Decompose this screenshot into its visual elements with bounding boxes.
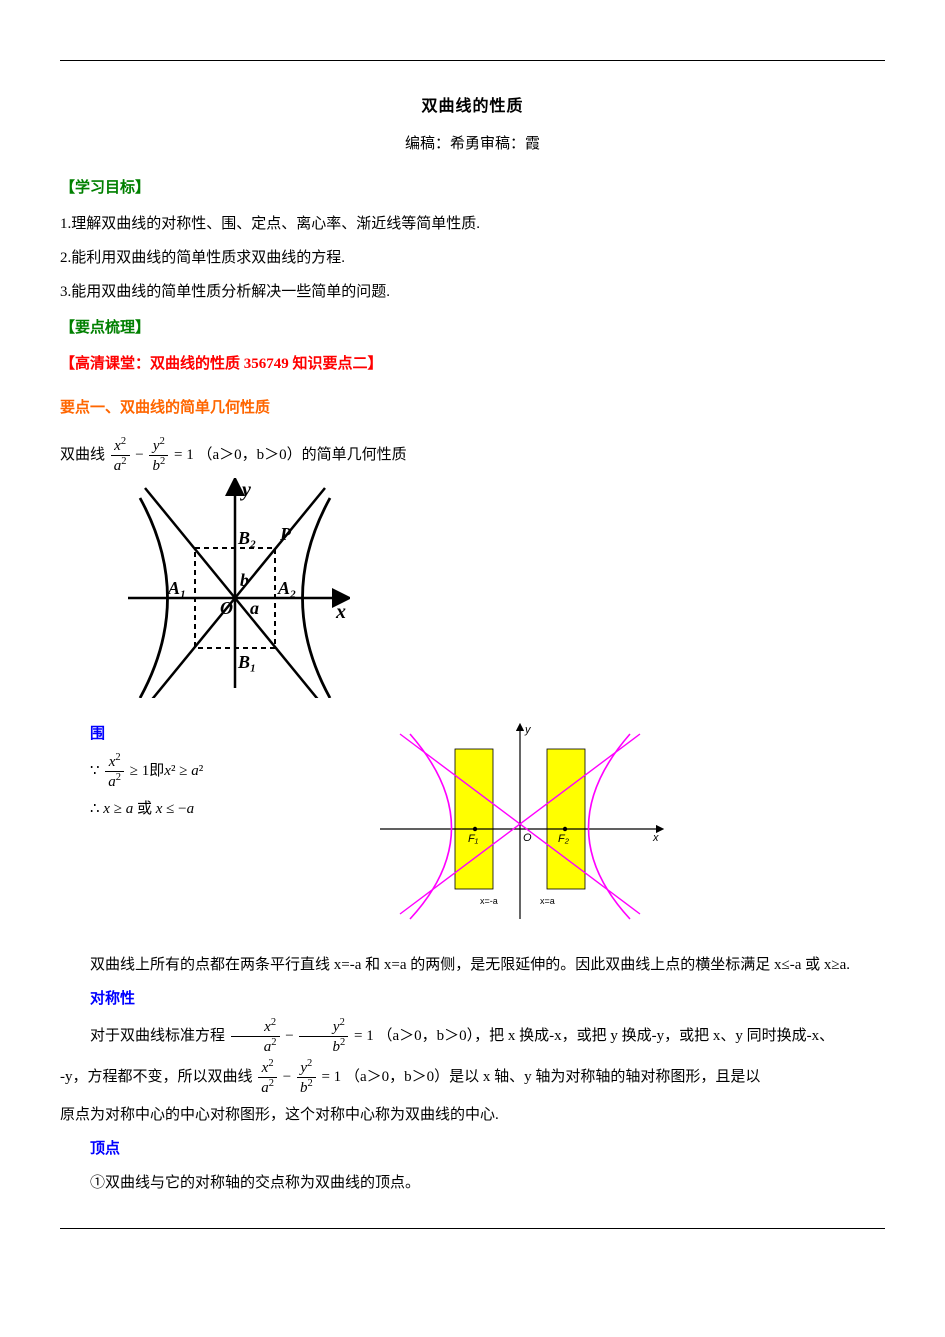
wei-mid: ≥ 1即 [130,763,164,779]
dc1-suffix: （a＞0，b＞0），把 x 换成-x，或把 y 换成-y，或把 x、y 同时换成… [377,1028,834,1044]
label-B1: B₁ [237,652,256,672]
dingdian-para: ①双曲线与它的对称轴的交点称为双曲线的顶点。 [60,1168,885,1198]
d2-label-xneg: x=-a [480,896,498,906]
doc-authors: 编稿：希勇审稿：霞 [60,129,885,159]
d2-label-O: O [523,832,532,844]
objective-3: 3.能用双曲线的简单性质分析解决一些简单的问题. [60,277,885,307]
duichen-para-1: 对于双曲线标准方程 x2a2 − y2b2 = 1 （a＞0，b＞0），把 x … [60,1018,885,1055]
equation-intro: 双曲线 x2a2 − y2b2 = 1 （a＞0，b＞0）的简单几何性质 [60,437,885,474]
wei-sq: ² ≥ a² [171,763,203,779]
wei-header: 围 [90,719,310,749]
hyperbola-equation: x2a2 − y2b2 = 1 [109,447,198,463]
d2-label-F2: F₂ [558,833,570,845]
d2-label-F1: F₁ [468,833,479,845]
wei-paragraph: 双曲线上所有的点都在两条平行直线 x=-a 和 x=a 的两侧，是无限延伸的。因… [60,950,885,980]
label-B2: B₂ [237,528,256,548]
keypoints-header: 【要点梳理】 [60,313,885,343]
hyperbola-diagram-2: y x O F₁ F₂ x=-a x=a [370,719,670,940]
objective-2: 2.能利用双曲线的简单性质求双曲线的方程. [60,243,885,273]
dc1-prefix: 对于双曲线标准方程 [90,1028,225,1044]
highdef-header: 【高清课堂：双曲线的性质 356749 知识要点二】 [60,349,885,379]
label-A1: A₁ [167,578,186,598]
wei-row: 围 ∵ x2a2 ≥ 1即x² ≥ a² ∴ x ≥ a 或 x ≤ −a [90,719,885,940]
doc-title: 双曲线的性质 [60,91,885,123]
duichen-header: 对称性 [60,984,885,1014]
dc2-prefix: -y，方程都不变，所以双曲线 [60,1069,253,1085]
because-sym: ∵ [90,763,100,779]
wei-math-2: ∴ x ≥ a 或 x ≤ −a [90,794,310,824]
label-P: P [279,524,292,544]
wei-math-1: ∵ x2a2 ≥ 1即x² ≥ a² [90,753,310,790]
label-b: b [240,570,249,590]
rule-top [60,60,885,61]
hyperbola-diagram-1: y x O a b A₁ A₂ B₂ B₁ P [120,478,885,709]
eq-intro-suffix: （a＞0，b＞0）的简单几何性质 [197,447,406,463]
wei-x: x [164,763,171,779]
rule-bottom [60,1228,885,1229]
objective-1: 1.理解双曲线的对称性、围、定点、离心率、渐近线等简单性质. [60,209,885,239]
eq-intro-prefix: 双曲线 [60,447,105,463]
d2-label-x: x [652,832,659,844]
keypoint1-header: 要点一、双曲线的简单几何性质 [60,393,885,423]
label-O: O [220,598,233,618]
duichen-para-3: 原点为对称中心的中心对称图形，这个对称中心称为双曲线的中心. [60,1100,885,1130]
objectives-header: 【学习目标】 [60,173,885,203]
page: 双曲线的性质 编稿：希勇审稿：霞 【学习目标】 1.理解双曲线的对称性、围、定点… [0,0,945,1269]
dingdian-header: 顶点 [60,1134,885,1164]
label-y: y [240,479,251,501]
duichen-para-2: -y，方程都不变，所以双曲线 x2a2 − y2b2 = 1 （a＞0，b＞0）… [60,1059,885,1096]
label-a: a [250,598,259,618]
d2-label-y: y [524,724,532,736]
label-x: x [335,601,346,623]
dc2-suffix: （a＞0，b＞0）是以 x 轴、y 轴为对称轴的轴对称图形，且是以 [345,1069,760,1085]
d2-label-xpos: x=a [540,896,555,906]
label-A2: A₂ [277,578,296,598]
